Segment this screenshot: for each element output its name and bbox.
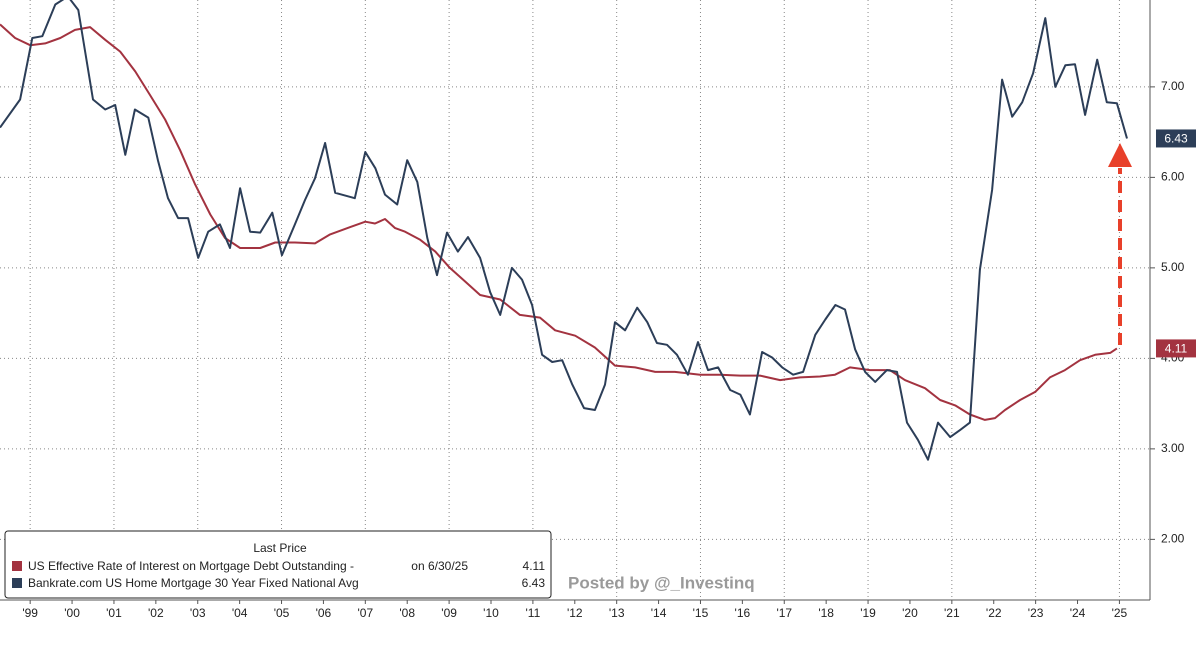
x-tick-label: '06 — [316, 606, 332, 620]
x-tick-label: '01 — [106, 606, 122, 620]
legend-note: on 6/30/25 — [411, 559, 468, 573]
x-tick-label: '99 — [22, 606, 38, 620]
y-tick-label: 2.00 — [1161, 532, 1185, 546]
y-tick-label: 6.00 — [1161, 170, 1185, 184]
x-tick-label: '20 — [902, 606, 918, 620]
x-tick-label: '11 — [526, 606, 541, 620]
x-tick-label: '15 — [693, 606, 709, 620]
legend-swatch — [12, 561, 22, 571]
plot-area — [0, 0, 1128, 461]
x-tick-label: '19 — [860, 606, 876, 620]
x-tick-label: '02 — [148, 606, 164, 620]
last-price-tag — [1156, 129, 1196, 148]
x-tick-label: '07 — [357, 606, 373, 620]
x-tick-label: '10 — [483, 606, 499, 620]
x-tick-label: '03 — [190, 606, 206, 620]
watermark: Posted by @_Investinq — [568, 573, 755, 592]
x-tick-label: '00 — [64, 606, 80, 620]
series-line — [0, 23, 1118, 421]
x-tick-label: '23 — [1028, 606, 1044, 620]
x-tick-label: '05 — [274, 606, 290, 620]
x-tick-label: '13 — [609, 606, 625, 620]
last-price-label: 4.11 — [1165, 342, 1188, 356]
legend-label: Bankrate.com US Home Mortgage 30 Year Fi… — [28, 576, 359, 590]
y-tick-label: 5.00 — [1161, 260, 1185, 274]
x-tick-label: '25 — [1112, 606, 1128, 620]
legend — [4, 530, 552, 599]
x-tick-label: '12 — [567, 606, 583, 620]
x-tick-label: '14 — [651, 606, 667, 620]
x-tick-label: '22 — [986, 606, 1002, 620]
legend-value: 6.43 — [522, 576, 546, 590]
legend-title: Last Price — [253, 541, 307, 555]
x-tick-label: '18 — [818, 606, 834, 620]
y-tick-label: 8.00 — [1161, 0, 1185, 3]
y-tick-label: 7.00 — [1161, 79, 1185, 93]
legend-swatch — [12, 578, 22, 588]
x-tick-label: '04 — [232, 606, 248, 620]
series-line — [0, 0, 1128, 461]
last-price-tag — [1156, 339, 1196, 358]
x-tick-label: '24 — [1070, 606, 1086, 620]
x-tick-label: '08 — [399, 606, 415, 620]
x-tick-label: '16 — [735, 606, 751, 620]
y-tick-label: 3.00 — [1161, 441, 1185, 455]
x-tick-label: '17 — [776, 606, 792, 620]
legend-label: US Effective Rate of Interest on Mortgag… — [28, 559, 354, 573]
x-tick-label: '09 — [441, 606, 457, 620]
legend-value: 4.11 — [523, 559, 546, 573]
x-tick-label: '21 — [944, 606, 960, 620]
arrow-head — [1108, 143, 1132, 167]
last-price-label: 6.43 — [1164, 132, 1188, 146]
